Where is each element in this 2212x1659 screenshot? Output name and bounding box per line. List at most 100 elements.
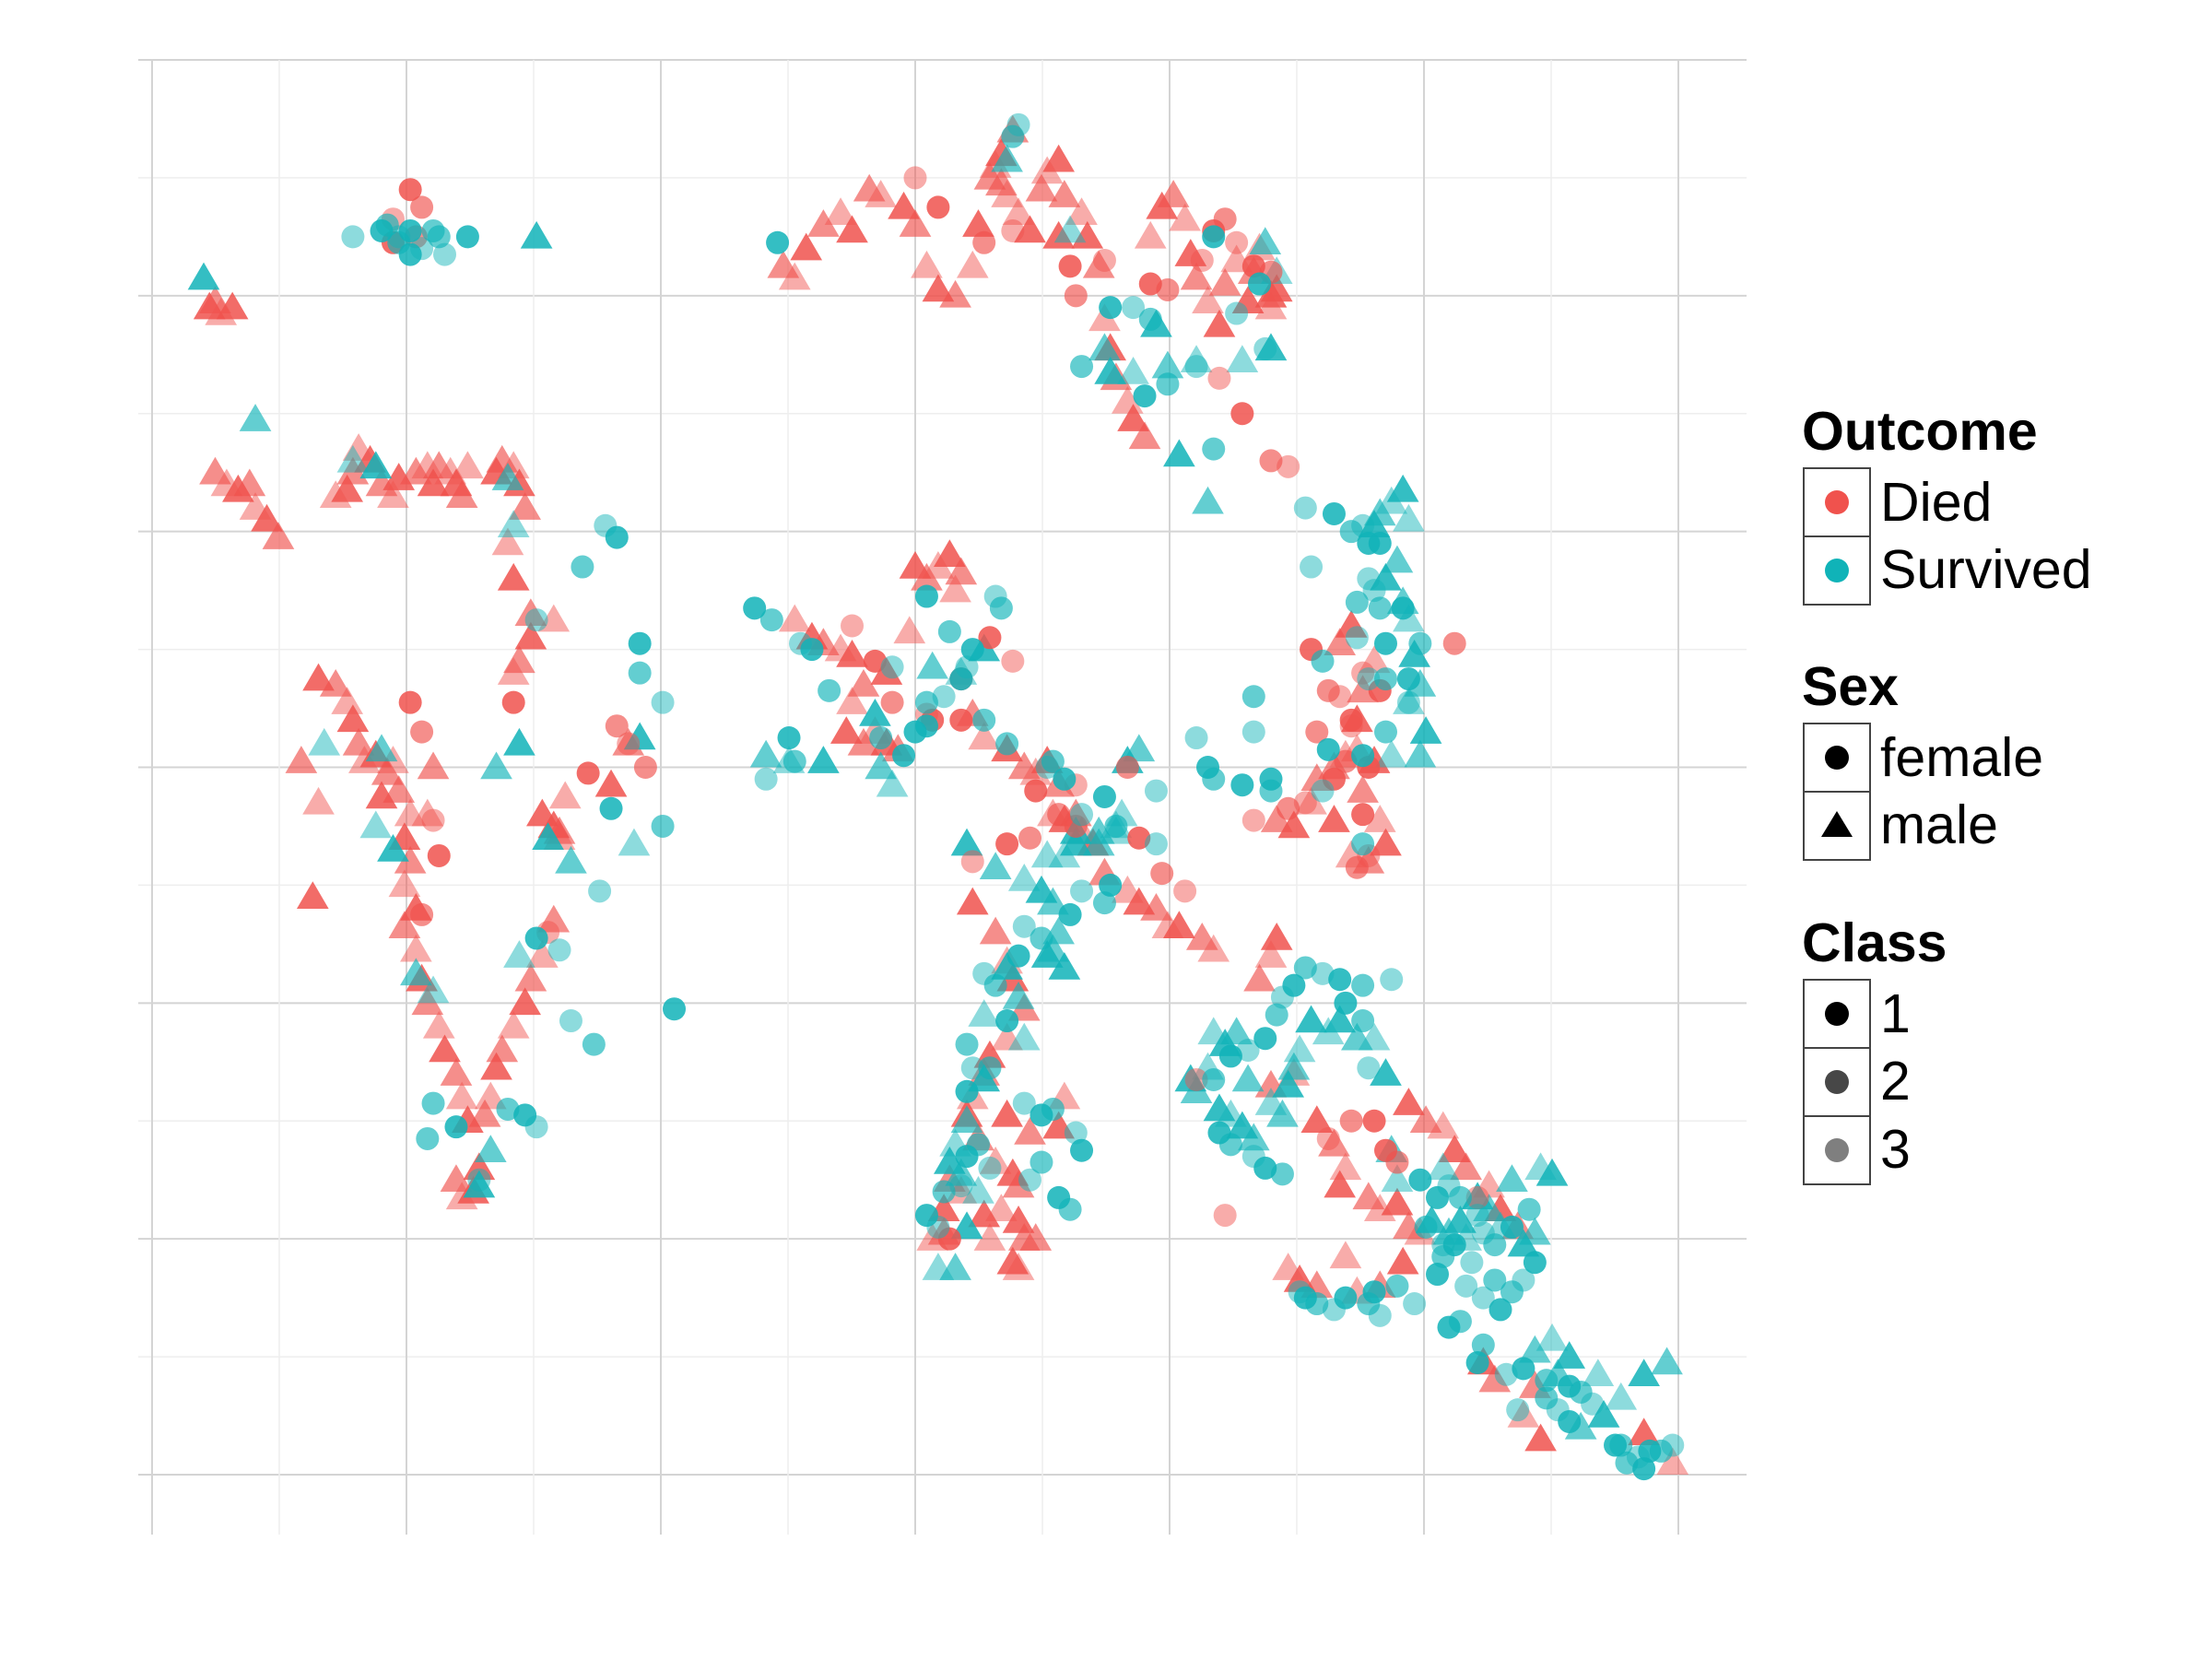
scatter-point-female (937, 619, 961, 643)
scatter-point-male (950, 828, 983, 856)
scatter-point-female (1202, 1067, 1226, 1091)
scatter-point-male (1185, 922, 1218, 950)
legend-class-1-swatch (1825, 1002, 1849, 1026)
scatter-point-male (1473, 1194, 1505, 1221)
scatter-point-female (1184, 1067, 1208, 1091)
scatter-point-female (1339, 714, 1363, 738)
scatter-point-male (1295, 1005, 1327, 1033)
scatter-point-male (945, 1158, 978, 1186)
scatter-point-male (1519, 1217, 1551, 1245)
scatter-point-male (1208, 268, 1241, 296)
scatter-point-female (1133, 384, 1157, 408)
scatter-point-female (960, 638, 984, 662)
scatter-point-male (417, 751, 450, 780)
scatter-point-female (1512, 1268, 1535, 1292)
scatter-point-male (1582, 1359, 1615, 1387)
scatter-point-female (1357, 1056, 1381, 1080)
scatter-point-male (1277, 1052, 1311, 1080)
scatter-point-female (410, 902, 434, 926)
scatter-point-male (939, 1253, 971, 1280)
scatter-point-female (800, 638, 824, 662)
scatter-point-male (1123, 887, 1156, 915)
scatter-point-female (1316, 1126, 1340, 1150)
scatter-point-female (633, 756, 657, 779)
scatter-point-male (991, 1022, 1023, 1051)
scatter-point-male (548, 781, 582, 809)
scatter-point-male (1030, 840, 1064, 868)
scatter-point-female (1115, 756, 1139, 779)
scatter-point-female (978, 1156, 1002, 1180)
scatter-point-female (501, 690, 525, 714)
scatter-point-male (1197, 1017, 1230, 1045)
scatter-point-male (1318, 1128, 1350, 1157)
scatter-point-male (1059, 828, 1092, 856)
scatter-point-male (400, 934, 432, 962)
scatter-point-female (960, 850, 984, 874)
scatter-point-male (302, 786, 335, 815)
scatter-point-male (486, 444, 519, 473)
scatter-point-female (1265, 1003, 1288, 1027)
legend-sex-title: Sex (1802, 656, 1899, 717)
scatter-point-male (1134, 220, 1167, 249)
scatter-point-male (411, 987, 444, 1016)
scatter-point-female (1471, 1286, 1495, 1310)
scatter-point-male (1048, 951, 1081, 980)
scatter-point-male (859, 698, 891, 726)
scatter-point-male (1249, 227, 1282, 255)
scatter-point-male (1254, 940, 1288, 968)
scatter-point-male (922, 1253, 955, 1280)
scatter-point-female (1500, 1215, 1524, 1239)
scatter-point-female (1311, 649, 1335, 673)
scatter-point-male (1019, 1223, 1053, 1251)
scatter-point-male (514, 621, 547, 650)
scatter-point-male (400, 958, 432, 986)
scatter-point-female (1535, 1386, 1559, 1410)
scatter-point-female (1558, 1409, 1582, 1433)
scatter-point-male (767, 250, 800, 278)
scatter-point-female (410, 720, 434, 744)
scatter-point-male (1381, 545, 1414, 573)
scatter-point-male (1082, 250, 1115, 278)
scatter-point-male (824, 197, 857, 226)
scatter-point-female (387, 230, 411, 254)
scatter-point-female (605, 525, 629, 549)
scatter-point-male (440, 1058, 473, 1086)
scatter-point-female (880, 655, 904, 679)
scatter-point-female (416, 1126, 440, 1150)
scatter-point-male (1163, 439, 1195, 467)
scatter-point-male (962, 209, 994, 237)
scatter-point-male (1535, 1158, 1569, 1186)
scatter-point-female (1328, 685, 1352, 709)
scatter-point-male (996, 1246, 1030, 1275)
scatter-point-male (1088, 333, 1121, 361)
scatter-point-female (1104, 814, 1128, 838)
scatter-point-male (187, 262, 220, 290)
scatter-point-male (520, 220, 553, 249)
scatter-point-female (1218, 1044, 1242, 1068)
scatter-point-female (1127, 826, 1151, 850)
scatter-point-female (524, 926, 548, 950)
scatter-point-female (1649, 1439, 1673, 1463)
scatter-point-female (421, 1091, 445, 1115)
scatter-point-female (1202, 225, 1226, 249)
scatter-point-male (979, 916, 1012, 945)
legend-female-label: female (1880, 727, 2043, 788)
scatter-point-male (1117, 356, 1149, 384)
scatter-point-male (836, 639, 868, 667)
scatter-point-male (1587, 1400, 1620, 1428)
scatter-point-female (1184, 355, 1208, 379)
scatter-point-male (778, 262, 811, 290)
scatter-point-male (1065, 197, 1098, 226)
scatter-point-female (1277, 796, 1300, 820)
scatter-point-male (1197, 934, 1230, 962)
scatter-point-female (1328, 968, 1352, 992)
scatter-point-female (1322, 501, 1346, 525)
scatter-point-female (1345, 626, 1369, 650)
scatter-point-female (1316, 737, 1340, 761)
scatter-point-female (1202, 437, 1226, 461)
scatter-point-male (991, 1099, 1023, 1127)
scatter-point-female (1357, 567, 1381, 591)
scatter-point-male (1656, 1447, 1689, 1475)
legend-class-3-swatch (1825, 1138, 1849, 1162)
scatter-point-male (922, 274, 955, 302)
